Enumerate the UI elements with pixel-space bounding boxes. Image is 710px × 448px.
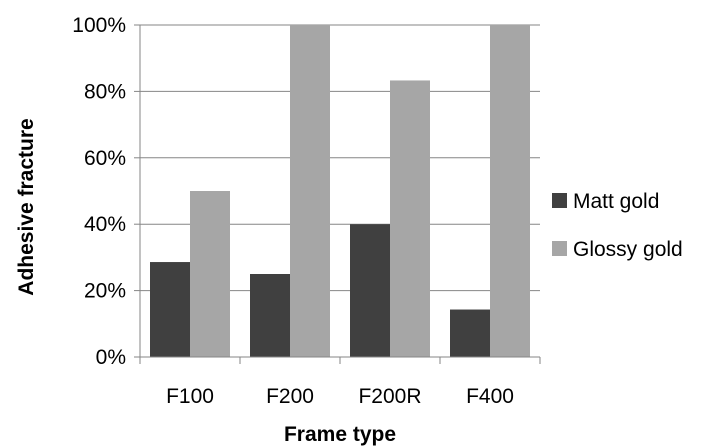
x-tick-label: F200R	[358, 385, 421, 408]
y-tick-label: 20%	[84, 280, 126, 303]
bars	[150, 25, 530, 357]
x-tick-label: F100	[166, 385, 214, 408]
bar-glossy-gold-f400	[490, 25, 530, 357]
y-tick-label: 60%	[84, 147, 126, 170]
legend-label-glossy-gold: Glossy gold	[573, 238, 683, 261]
bar-glossy-gold-f200	[290, 25, 330, 357]
x-tick-label: F200	[266, 385, 314, 408]
bar-matt-gold-f100	[150, 262, 190, 357]
x-tick-labels: F100 F200 F200R F400	[139, 357, 541, 408]
y-axis-title: Adhesive fracture	[15, 118, 38, 295]
bar-glossy-gold-f200r	[390, 80, 430, 357]
legend: Matt gold Glossy gold	[552, 190, 683, 261]
bar-matt-gold-f200	[250, 274, 290, 357]
x-tick-label: F400	[466, 385, 514, 408]
y-tick-label: 100%	[72, 14, 126, 37]
bar-matt-gold-f400	[450, 309, 490, 357]
legend-swatch-glossy-gold	[552, 241, 567, 256]
x-axis-title: Frame type	[284, 423, 396, 446]
legend-label-matt-gold: Matt gold	[573, 190, 659, 213]
legend-swatch-matt-gold	[552, 193, 567, 208]
y-tick-label: 40%	[84, 213, 126, 236]
y-tick-label: 0%	[96, 346, 126, 369]
y-tick-labels: 0% 20% 40% 60% 80% 100%	[72, 14, 126, 369]
bar-matt-gold-f200r	[350, 224, 390, 357]
bar-glossy-gold-f100	[190, 191, 230, 357]
y-tick-label: 80%	[84, 80, 126, 103]
